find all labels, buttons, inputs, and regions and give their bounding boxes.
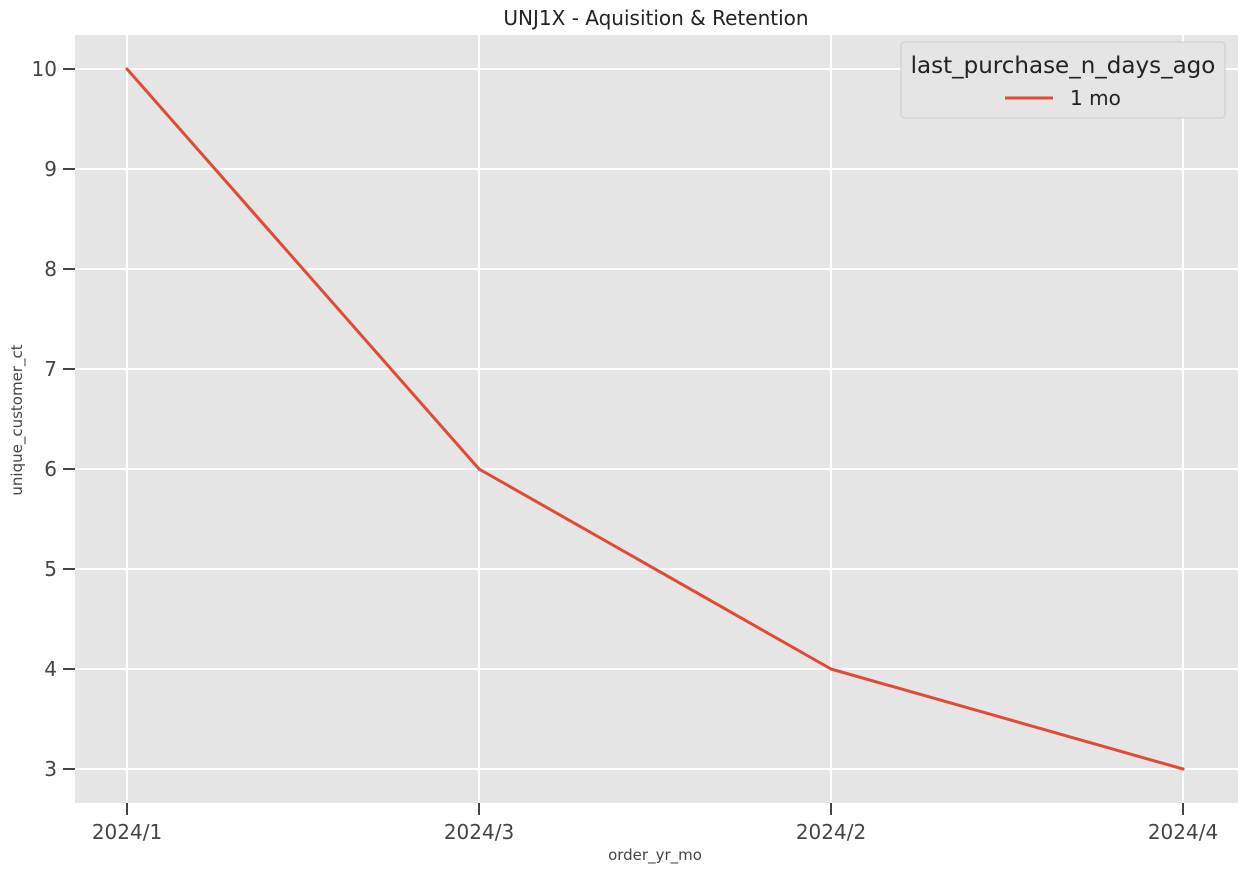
y-tick-label: 8: [44, 257, 57, 281]
y-tick-label: 5: [44, 557, 57, 581]
plot-area: [75, 35, 1238, 803]
data-point: [1181, 767, 1185, 771]
data-point: [477, 467, 481, 471]
legend-title: last_purchase_n_days_ago: [911, 53, 1216, 79]
axis-ticks: 3 4 5 6 7 8 9 10 2024/1 2024/3 2024/2 2024/4: [32, 57, 1219, 844]
y-axis-title: unique_customer_ct: [8, 344, 27, 495]
x-tick-label: 2024/1: [92, 820, 162, 844]
x-tick-label: 2024/3: [444, 820, 514, 844]
x-tick-label: 2024/2: [796, 820, 866, 844]
y-tick-label: 6: [44, 457, 57, 481]
y-tick-label: 9: [44, 157, 57, 181]
y-tick-label: 4: [44, 657, 57, 681]
x-tick-label: 2024/4: [1148, 820, 1218, 844]
data-point: [125, 67, 129, 71]
y-tick-label: 10: [32, 57, 57, 81]
chart-title: UNJ1X - Aquisition & Retention: [503, 6, 808, 30]
series-layer: [125, 67, 1185, 771]
gridlines: [75, 35, 1238, 803]
data-point: [829, 667, 833, 671]
x-axis-title: order_yr_mo: [608, 846, 702, 865]
legend-label: 1 mo: [1070, 86, 1121, 110]
legend-box: [900, 41, 1226, 119]
y-tick-label: 3: [44, 757, 57, 781]
y-tick-label: 7: [44, 357, 57, 381]
series-line: [125, 67, 1185, 771]
legend: last_purchase_n_days_ago 1 mo: [900, 41, 1226, 119]
